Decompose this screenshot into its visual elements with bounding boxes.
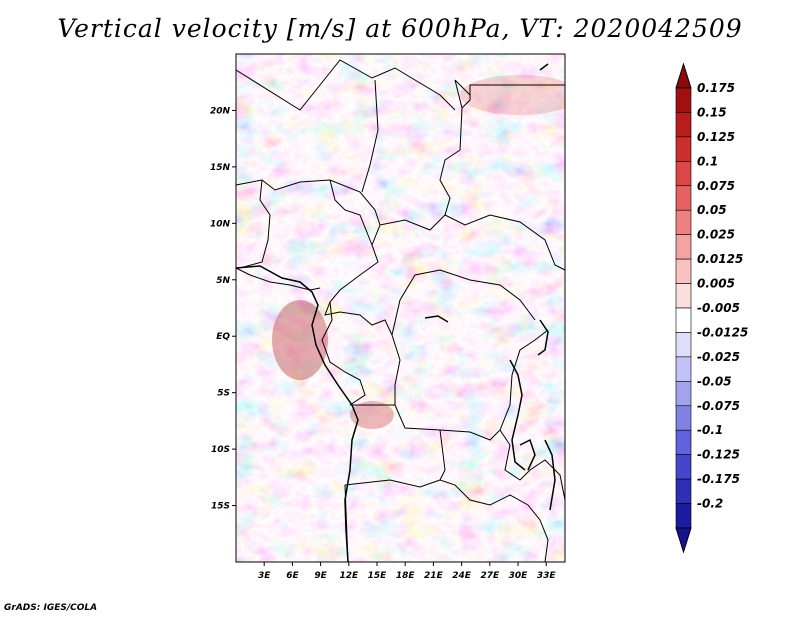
colorbar-swatch bbox=[675, 429, 692, 455]
colorbar-swatch bbox=[675, 356, 692, 382]
colorbar-label: -0.05 bbox=[697, 374, 732, 388]
colorbar-label: 0.05 bbox=[697, 203, 727, 217]
colorbar-label: -0.125 bbox=[697, 448, 740, 462]
colorbar-label: -0.005 bbox=[697, 301, 740, 315]
lat-tick-label: EQ bbox=[216, 332, 230, 342]
colorbar-label: 0.075 bbox=[697, 179, 735, 193]
colorbar: 0.175 0.15 0.125 0.1 0.075 0.05 0.025 0.0125 0.0… bbox=[675, 62, 748, 554]
colorbar-swatch bbox=[675, 503, 692, 529]
colorbar-label: -0.0125 bbox=[697, 325, 748, 339]
map-figure: 20N 15N 10N 5N EQ 5S 10S 15S 3E 6E 9E 12E 15E 18E 21E… bbox=[210, 53, 748, 581]
lat-tick-label: 10N bbox=[210, 219, 231, 229]
colorbar-swatch bbox=[675, 185, 692, 211]
colorbar-swatch bbox=[675, 307, 692, 333]
lat-tick-label: 5S bbox=[217, 389, 230, 399]
colorbar-swatch bbox=[675, 405, 692, 431]
colorbar-bottom-arrow bbox=[675, 527, 692, 554]
colorbar-top-arrow bbox=[675, 62, 692, 89]
footer-credit: GrADS: IGES/COLA bbox=[4, 603, 98, 613]
lat-tick-label: 5N bbox=[216, 276, 230, 286]
chart-title: Vertical velocity [m/s] at 600hPa, VT: 2… bbox=[57, 14, 743, 43]
lon-tick-label: 33E bbox=[537, 571, 557, 581]
colorbar-label: -0.1 bbox=[697, 423, 723, 437]
coastline-and-lakes bbox=[235, 63, 556, 563]
lon-tick-label: 9E bbox=[314, 571, 327, 581]
lon-tick-label: 12E bbox=[339, 571, 359, 581]
colorbar-label: 0.125 bbox=[697, 130, 735, 144]
colorbar-swatch bbox=[675, 87, 692, 113]
colorbar-swatch bbox=[675, 478, 692, 504]
velocity-field bbox=[236, 54, 565, 562]
longitude-axis: 3E 6E 9E 12E 15E 18E 21E 24E 27E 30E 33E bbox=[258, 562, 556, 581]
lat-tick-label: 15S bbox=[211, 502, 230, 512]
lon-tick-label: 30E bbox=[509, 571, 529, 581]
colorbar-label: -0.025 bbox=[697, 350, 740, 364]
colorbar-swatch bbox=[675, 136, 692, 162]
colorbar-swatch bbox=[675, 332, 692, 358]
latitude-axis: 20N 15N 10N 5N EQ 5S 10S 15S bbox=[210, 106, 236, 512]
plot-frame bbox=[235, 53, 566, 563]
colorbar-swatch bbox=[675, 209, 692, 235]
colorbar-label: 0.1 bbox=[697, 154, 718, 168]
lat-tick-label: 10S bbox=[211, 445, 230, 455]
colorbar-label: -0.075 bbox=[697, 399, 740, 413]
colorbar-label: 0.15 bbox=[697, 105, 727, 119]
lon-tick-label: 18E bbox=[396, 571, 416, 581]
country-borders bbox=[235, 59, 566, 563]
colorbar-label: 0.005 bbox=[697, 277, 735, 291]
colorbar-label: -0.175 bbox=[697, 472, 740, 486]
colorbar-swatch bbox=[675, 381, 692, 407]
colorbar-swatch bbox=[675, 283, 692, 309]
colorbar-label: -0.2 bbox=[697, 497, 723, 511]
lat-tick-label: 20N bbox=[210, 106, 231, 116]
lon-tick-label: 21E bbox=[424, 571, 444, 581]
lon-tick-label: 27E bbox=[480, 571, 500, 581]
colorbar-swatch bbox=[675, 258, 692, 284]
lon-tick-label: 6E bbox=[286, 571, 299, 581]
lat-tick-label: 15N bbox=[210, 163, 231, 173]
colorbar-swatch bbox=[675, 112, 692, 138]
colorbar-label: 0.025 bbox=[697, 228, 735, 242]
lon-tick-label: 24E bbox=[452, 571, 472, 581]
colorbar-swatch bbox=[675, 161, 692, 187]
colorbar-swatch bbox=[675, 454, 692, 480]
lon-tick-label: 15E bbox=[368, 571, 388, 581]
colorbar-label: 0.175 bbox=[697, 81, 735, 95]
colorbar-label: 0.0125 bbox=[697, 252, 743, 266]
colorbar-swatch bbox=[675, 234, 692, 260]
lon-tick-label: 3E bbox=[258, 571, 271, 581]
